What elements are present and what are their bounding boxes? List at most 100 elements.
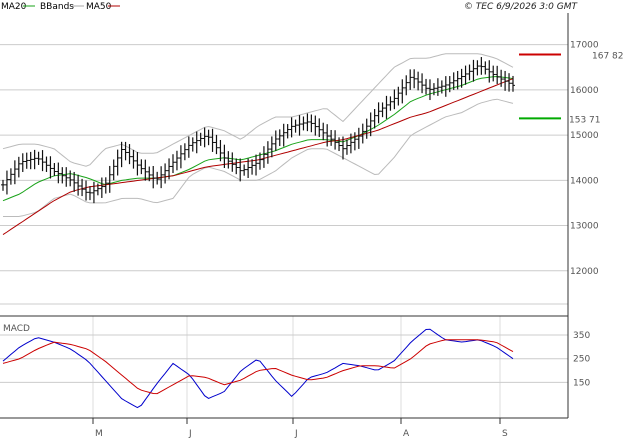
ohlc-bar — [254, 154, 259, 176]
moving-averages — [2, 75, 514, 236]
ohlc-bar — [372, 109, 377, 129]
ohlc-bar — [246, 158, 251, 179]
price-y-axis: 12000 13000 14000 15000 16000 17000 — [570, 41, 599, 277]
ohlc-bar — [408, 69, 413, 90]
ohlc-bar — [36, 151, 41, 165]
price-marker-label: 167 82 — [592, 52, 624, 62]
ohlc-bar — [329, 129, 334, 146]
legend-bbands-label: BBands — [40, 2, 74, 12]
ohlc-bar — [202, 127, 207, 148]
macd-y-tick-label: 150 — [573, 378, 590, 388]
ma50-line — [2, 78, 514, 236]
ohlc-bar — [84, 180, 89, 201]
bb-lower-line — [3, 98, 514, 217]
ohlc-bar — [285, 124, 290, 139]
x-tick-label: J — [294, 429, 298, 439]
ohlc-bar — [167, 158, 172, 180]
ohlc-bar — [499, 69, 504, 87]
ohlc-bar — [198, 132, 203, 146]
ohlc-bar — [52, 163, 57, 176]
ohlc-bar — [431, 83, 436, 96]
ohlc-bar — [404, 75, 409, 96]
macd-grid — [0, 316, 568, 418]
ohlc-bar — [4, 170, 9, 195]
ohlc-bar — [163, 163, 168, 184]
ohlc-bar — [467, 64, 472, 81]
ohlc-bar — [242, 164, 247, 176]
ohlc-bar — [293, 119, 298, 133]
ohlc-bar — [420, 73, 425, 94]
x-tick-label: S — [502, 429, 508, 439]
ohlc-bar — [8, 168, 13, 185]
ohlc-bar — [348, 133, 353, 154]
ohlc-bar — [210, 128, 215, 152]
ohlc-bar — [376, 102, 381, 124]
ohlc-bar — [24, 152, 29, 169]
ohlc-bar — [80, 178, 85, 197]
ohlc-bar — [459, 68, 464, 88]
ohlc-bar — [305, 113, 310, 132]
ohlc-bar — [87, 186, 92, 201]
ohlc-bar — [281, 123, 286, 147]
price-markers: 167 82 153 71 — [519, 52, 624, 125]
ohlc-bar — [186, 136, 191, 158]
macd-y-axis: 150 250 350 — [573, 331, 590, 388]
ohlc-bar — [325, 124, 330, 147]
macd-lines — [2, 328, 514, 409]
ohlc-bar — [380, 102, 385, 118]
ohlc-bar — [439, 80, 444, 94]
ohlc-bar — [95, 183, 100, 196]
ohlc-bar — [226, 151, 231, 169]
ohlc-bar — [230, 152, 235, 172]
ohlc-bar — [261, 146, 266, 168]
ohlc-bar — [313, 115, 318, 136]
ohlc-bar — [139, 159, 144, 175]
ohlc-bars — [1, 57, 515, 204]
x-tick-label: A — [403, 429, 410, 439]
ohlc-bar — [443, 76, 448, 97]
ohlc-bar — [206, 129, 211, 146]
ohlc-bar — [412, 69, 417, 89]
ohlc-bar — [103, 177, 108, 194]
price-y-tick-label: 14000 — [570, 176, 599, 186]
ohlc-bar — [159, 166, 164, 189]
ohlc-bar — [178, 145, 183, 169]
ohlc-bar — [40, 150, 45, 172]
ohlc-bar — [222, 144, 227, 168]
ohlc-bar — [341, 136, 345, 160]
ohlc-bar — [151, 165, 156, 189]
ohlc-bar — [269, 136, 274, 158]
ohlc-bar — [147, 166, 152, 182]
ohlc-bar — [301, 116, 306, 131]
ohlc-bar — [503, 70, 508, 91]
ohlc-bar — [317, 118, 322, 137]
ohlc-bar — [76, 174, 81, 196]
ohlc-bar — [356, 127, 361, 149]
ohlc-bar — [119, 141, 124, 168]
ohlc-bar — [396, 86, 401, 106]
price-y-tick-label: 13000 — [570, 222, 599, 232]
ohlc-bar — [400, 79, 405, 104]
ohlc-bar — [174, 150, 179, 171]
ohlc-bar — [360, 123, 365, 144]
ohlc-bar — [48, 156, 53, 179]
ohlc-bar — [32, 149, 37, 170]
price-marker-label: 153 71 — [569, 115, 601, 125]
ohlc-bar — [194, 131, 199, 154]
ohlc-bar — [475, 60, 480, 76]
ohlc-bar — [455, 70, 460, 90]
ohlc-bar — [471, 59, 476, 82]
ohlc-bar — [20, 153, 25, 172]
ohlc-bar — [60, 167, 65, 184]
ohlc-bar — [487, 60, 492, 83]
ohlc-bar — [424, 78, 429, 95]
ohlc-bar — [72, 171, 77, 192]
ohlc-bar — [190, 137, 195, 152]
ohlc-bar — [297, 115, 302, 136]
ohlc-bar — [392, 89, 397, 110]
ohlc-bar — [135, 152, 140, 176]
ohlc-bar — [309, 114, 314, 133]
ohlc-bar — [388, 96, 393, 111]
macd-y-tick-label: 250 — [573, 355, 590, 365]
